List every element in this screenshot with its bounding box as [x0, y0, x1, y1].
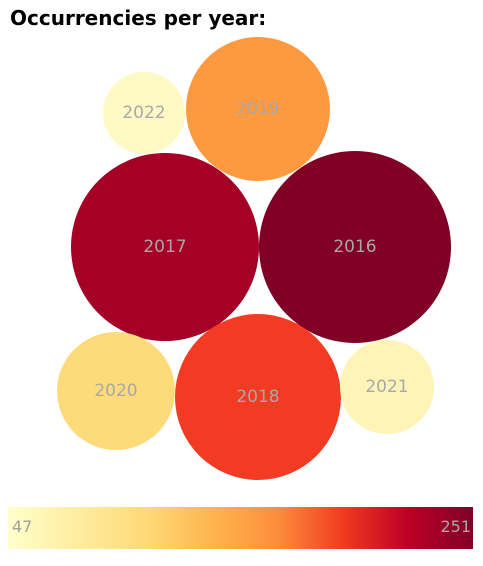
bubble-2018[interactable] — [175, 314, 341, 480]
bubble-label-2020: 2020 — [94, 381, 137, 401]
bubble-2016[interactable] — [259, 151, 451, 343]
bubble-label-2017: 2017 — [143, 237, 186, 257]
bubble-2017[interactable] — [71, 153, 259, 341]
color-gradient-bar — [8, 507, 473, 549]
scale-min-label: 47 — [12, 517, 33, 536]
bubble-2020[interactable] — [57, 332, 175, 450]
bubble-2022[interactable] — [103, 72, 185, 154]
chart-title: Occurrencies per year: — [10, 6, 267, 30]
bubble-label-2019: 2019 — [236, 99, 279, 119]
bubble-2021[interactable] — [340, 340, 434, 434]
bubble-label-2018: 2018 — [236, 387, 279, 407]
bubble-label-2016: 2016 — [333, 237, 376, 257]
bubble-label-2022: 2022 — [122, 103, 165, 123]
scale-max-label: 251 — [440, 517, 471, 536]
bubble-2019[interactable] — [186, 37, 330, 181]
color-scale-legend: 47 251 — [8, 507, 473, 549]
bubble-chart: 2022 2019 2017 2016 2020 2018 2021 — [57, 37, 451, 480]
bubble-label-2021: 2021 — [365, 377, 408, 397]
